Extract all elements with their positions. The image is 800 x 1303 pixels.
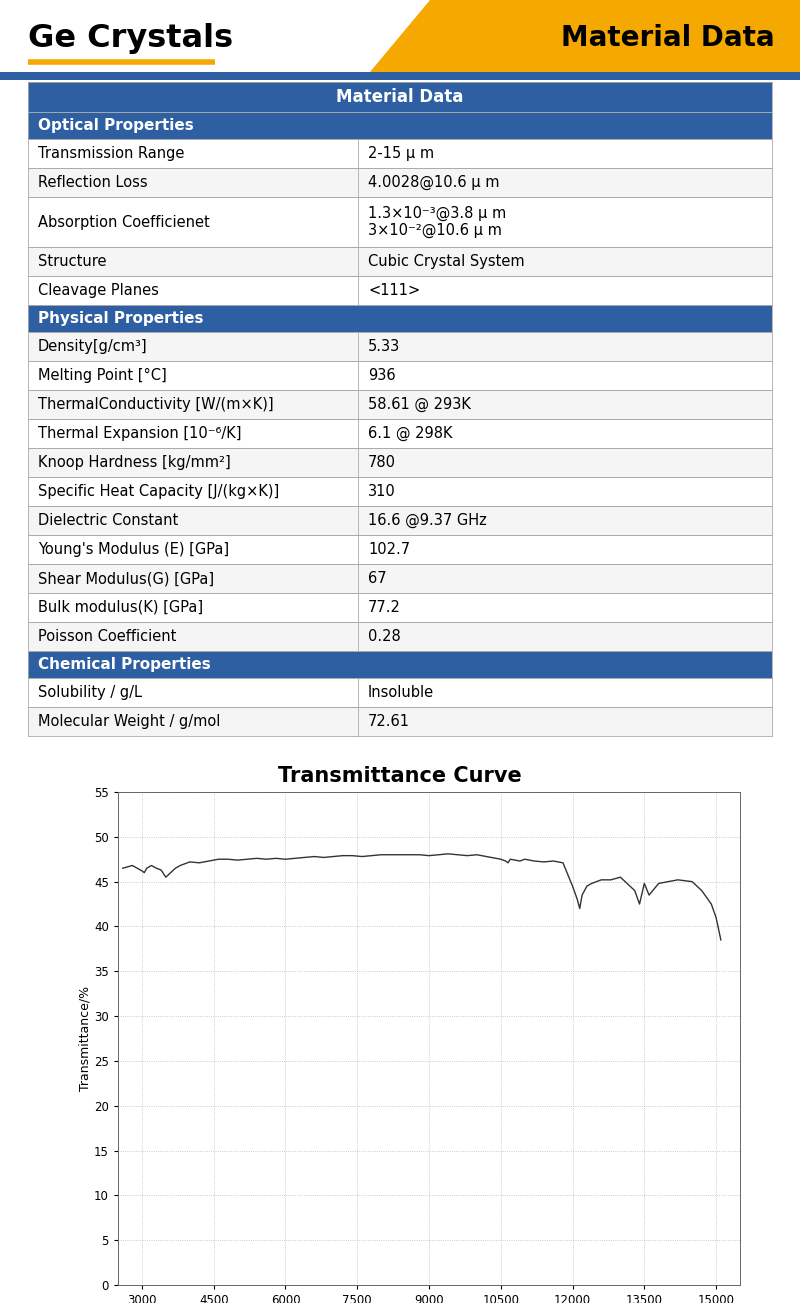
Text: <111>: <111> xyxy=(368,283,420,298)
Text: Shear Modulus(G) [GPa]: Shear Modulus(G) [GPa] xyxy=(38,571,214,586)
Text: 16.6 @9.37 GHz: 16.6 @9.37 GHz xyxy=(368,513,486,528)
Text: 58.61 @ 293K: 58.61 @ 293K xyxy=(368,397,471,412)
Text: Transmission Range: Transmission Range xyxy=(38,146,184,162)
Polygon shape xyxy=(28,564,772,593)
Polygon shape xyxy=(28,112,772,139)
Text: Knoop Hardness [kg/mm²]: Knoop Hardness [kg/mm²] xyxy=(38,455,230,470)
Text: 0.28: 0.28 xyxy=(368,629,401,644)
Text: Reflection Loss: Reflection Loss xyxy=(38,175,148,190)
Polygon shape xyxy=(28,678,772,708)
Text: Absorption Coefficienet: Absorption Coefficienet xyxy=(38,215,210,229)
Polygon shape xyxy=(28,477,772,506)
Polygon shape xyxy=(28,248,772,276)
Polygon shape xyxy=(28,390,772,420)
Polygon shape xyxy=(28,448,772,477)
Polygon shape xyxy=(28,593,772,622)
Polygon shape xyxy=(28,361,772,390)
Text: 2-15 μ m: 2-15 μ m xyxy=(368,146,434,162)
Polygon shape xyxy=(28,536,772,564)
Text: Density[g/cm³]: Density[g/cm³] xyxy=(38,339,148,354)
Polygon shape xyxy=(0,72,800,79)
Text: 3×10⁻²@10.6 μ m: 3×10⁻²@10.6 μ m xyxy=(368,223,502,238)
Text: Optical Properties: Optical Properties xyxy=(38,119,194,133)
Polygon shape xyxy=(28,276,772,305)
Text: Insoluble: Insoluble xyxy=(368,685,434,700)
Polygon shape xyxy=(28,332,772,361)
Text: Ge Crystals: Ge Crystals xyxy=(28,22,233,53)
Polygon shape xyxy=(28,168,772,197)
Text: Cleavage Planes: Cleavage Planes xyxy=(38,283,159,298)
Text: Material Data: Material Data xyxy=(336,89,464,106)
Polygon shape xyxy=(370,0,800,72)
Polygon shape xyxy=(28,197,772,248)
Text: Solubility / g/L: Solubility / g/L xyxy=(38,685,142,700)
Text: Specific Heat Capacity [J/(kg×K)]: Specific Heat Capacity [J/(kg×K)] xyxy=(38,483,279,499)
Text: 4.0028@10.6 μ m: 4.0028@10.6 μ m xyxy=(368,175,499,190)
Text: 102.7: 102.7 xyxy=(368,542,410,556)
Text: Young's Modulus (E) [GPa]: Young's Modulus (E) [GPa] xyxy=(38,542,229,556)
Polygon shape xyxy=(28,305,772,332)
Text: 67: 67 xyxy=(368,571,386,586)
Polygon shape xyxy=(28,622,772,652)
Text: Bulk modulus(K) [GPa]: Bulk modulus(K) [GPa] xyxy=(38,599,203,615)
Text: ThermalConductivity [W/(m×K)]: ThermalConductivity [W/(m×K)] xyxy=(38,397,274,412)
Text: Material Data: Material Data xyxy=(562,23,775,52)
Polygon shape xyxy=(28,82,772,112)
Text: Molecular Weight / g/mol: Molecular Weight / g/mol xyxy=(38,714,220,728)
Text: Physical Properties: Physical Properties xyxy=(38,311,203,326)
Text: 5.33: 5.33 xyxy=(368,339,400,354)
Text: 310: 310 xyxy=(368,483,396,499)
Y-axis label: Transmittance/%: Transmittance/% xyxy=(78,986,91,1091)
Text: 936: 936 xyxy=(368,367,396,383)
Text: Melting Point [°C]: Melting Point [°C] xyxy=(38,367,166,383)
Polygon shape xyxy=(28,139,772,168)
Text: 780: 780 xyxy=(368,455,396,470)
Text: 1.3×10⁻³@3.8 μ m: 1.3×10⁻³@3.8 μ m xyxy=(368,206,506,222)
Text: 6.1 @ 298K: 6.1 @ 298K xyxy=(368,426,453,442)
Polygon shape xyxy=(28,420,772,448)
Text: Poisson Coefficient: Poisson Coefficient xyxy=(38,629,176,644)
Text: Chemical Properties: Chemical Properties xyxy=(38,657,210,672)
Text: Structure: Structure xyxy=(38,254,106,268)
Text: 72.61: 72.61 xyxy=(368,714,410,728)
Polygon shape xyxy=(0,0,800,72)
Polygon shape xyxy=(28,708,772,736)
Text: Dielectric Constant: Dielectric Constant xyxy=(38,513,178,528)
Polygon shape xyxy=(28,506,772,536)
Text: 77.2: 77.2 xyxy=(368,599,401,615)
Text: Cubic Crystal System: Cubic Crystal System xyxy=(368,254,525,268)
Polygon shape xyxy=(28,652,772,678)
Text: Thermal Expansion [10⁻⁶/K]: Thermal Expansion [10⁻⁶/K] xyxy=(38,426,242,440)
Text: Transmittance Curve: Transmittance Curve xyxy=(278,766,522,786)
